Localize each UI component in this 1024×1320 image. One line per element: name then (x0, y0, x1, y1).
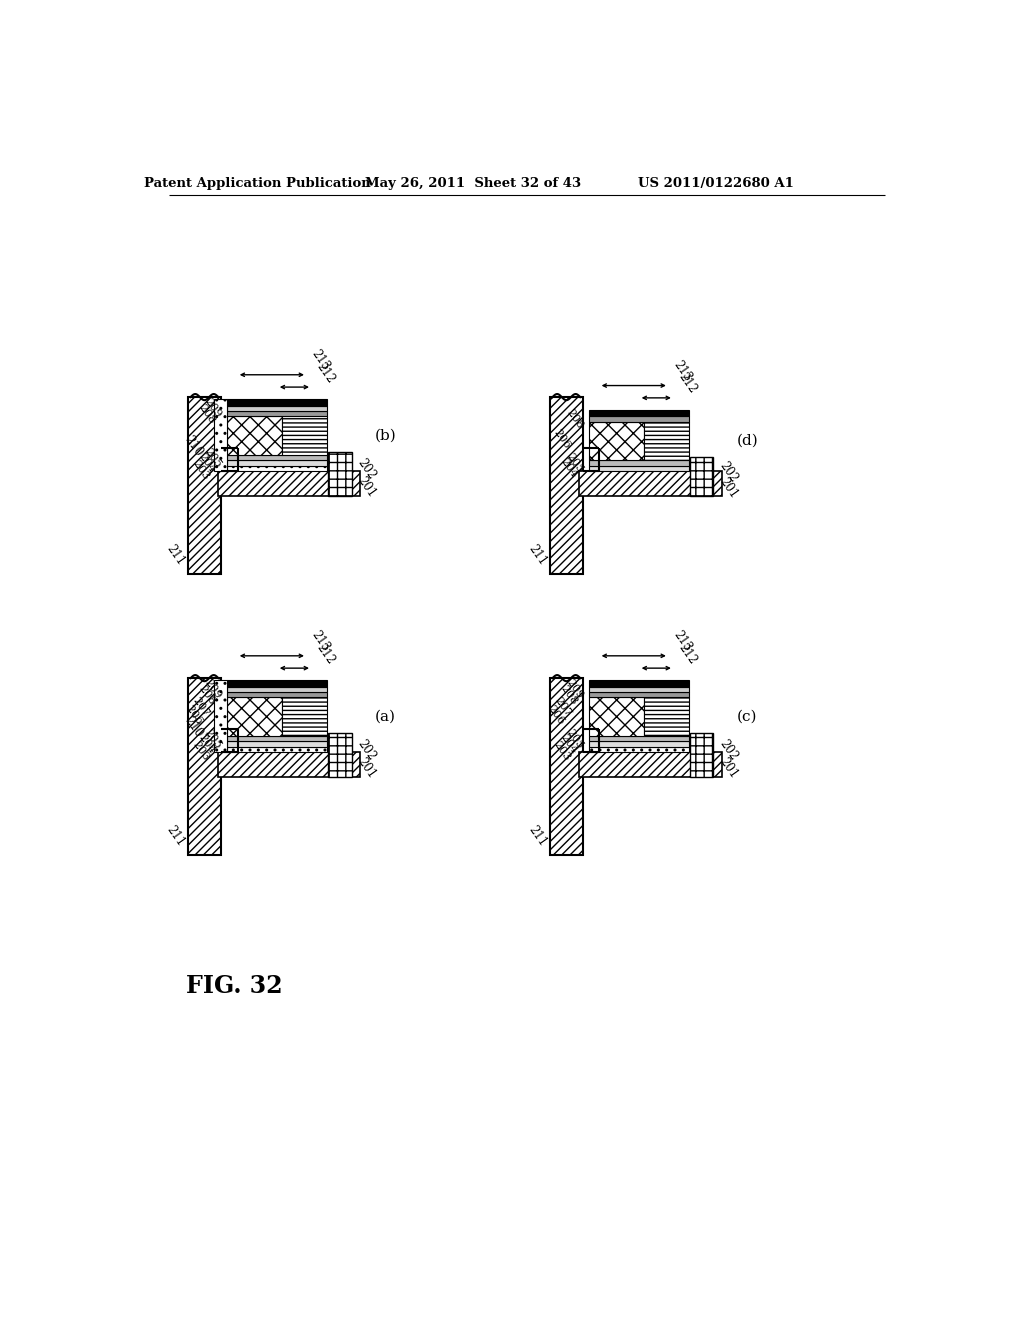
Text: 213: 213 (671, 358, 693, 384)
Text: 201: 201 (354, 474, 378, 500)
Bar (589, 692, 689, 697)
Text: 210: 210 (182, 433, 205, 459)
Bar (226, 686, 327, 692)
Text: US 2011/0122680 A1: US 2011/0122680 A1 (638, 177, 794, 190)
Bar (589, 686, 689, 692)
Text: 205: 205 (564, 727, 585, 750)
Bar (226, 681, 327, 686)
Bar (589, 466, 689, 471)
Text: 208: 208 (558, 682, 579, 706)
Bar (589, 737, 689, 742)
Text: 202: 202 (717, 738, 740, 763)
Bar (226, 697, 282, 737)
Bar (226, 400, 327, 405)
Bar (282, 697, 327, 737)
Bar (589, 742, 689, 747)
Text: 211: 211 (525, 543, 549, 568)
Bar (644, 697, 689, 737)
Bar (690, 457, 714, 496)
Bar (644, 422, 689, 461)
Text: 208: 208 (564, 408, 585, 430)
Bar (550, 397, 583, 574)
Bar (226, 737, 327, 742)
Bar (589, 461, 689, 466)
Bar (214, 681, 226, 752)
Bar (226, 466, 327, 471)
Text: 201: 201 (717, 755, 740, 780)
Text: 202: 202 (354, 738, 378, 763)
Bar (226, 405, 327, 411)
Bar (589, 411, 689, 416)
Bar (589, 697, 644, 737)
Text: (a): (a) (375, 709, 395, 723)
Text: 211: 211 (164, 543, 186, 568)
Text: 211: 211 (525, 824, 549, 849)
Text: 204: 204 (558, 457, 579, 480)
Text: May 26, 2011  Sheet 32 of 43: May 26, 2011 Sheet 32 of 43 (366, 177, 582, 190)
Text: 203: 203 (552, 739, 572, 763)
Bar (226, 747, 327, 752)
Text: 213: 213 (308, 628, 332, 655)
Text: Patent Application Publication: Patent Application Publication (144, 177, 371, 190)
Bar (580, 471, 722, 496)
Text: 212: 212 (676, 371, 698, 396)
Text: 207: 207 (190, 696, 211, 718)
Text: 209: 209 (564, 677, 585, 701)
Text: 205: 205 (564, 451, 585, 475)
Text: 210: 210 (182, 714, 205, 739)
Text: 204: 204 (197, 733, 217, 755)
Text: (d): (d) (736, 433, 759, 447)
Text: 208: 208 (197, 403, 217, 425)
Text: 212: 212 (313, 642, 337, 667)
Bar (226, 742, 327, 747)
Bar (214, 400, 226, 471)
Text: 201: 201 (717, 475, 740, 500)
Text: 206: 206 (546, 704, 566, 726)
Bar (690, 733, 714, 776)
Text: 211: 211 (164, 824, 186, 849)
Bar (217, 471, 360, 496)
Text: 207: 207 (552, 696, 572, 718)
Bar (580, 752, 722, 776)
Bar (329, 733, 351, 776)
Bar (329, 451, 351, 496)
Bar (188, 678, 220, 855)
Text: 209: 209 (203, 396, 223, 420)
Bar (217, 752, 360, 776)
Text: 213: 213 (671, 628, 693, 655)
Bar (226, 455, 327, 461)
Bar (282, 416, 327, 455)
Text: 201: 201 (354, 755, 378, 780)
Text: (b): (b) (375, 428, 396, 442)
Text: 203: 203 (190, 739, 211, 763)
Bar (226, 411, 327, 416)
Bar (188, 397, 220, 574)
Bar (589, 681, 689, 686)
Bar (226, 416, 282, 455)
Bar (589, 422, 644, 461)
Text: 212: 212 (313, 360, 337, 385)
Text: 204: 204 (558, 733, 579, 755)
Bar (589, 747, 689, 752)
Bar (226, 692, 327, 697)
Text: 212: 212 (676, 642, 698, 667)
Text: 213: 213 (308, 347, 332, 374)
Text: 209: 209 (203, 677, 223, 701)
Text: 205: 205 (203, 727, 223, 750)
Text: 206: 206 (184, 704, 205, 726)
Bar (226, 461, 327, 466)
Text: 206: 206 (552, 428, 572, 450)
Text: 208: 208 (197, 682, 217, 706)
Text: 205: 205 (203, 446, 223, 469)
Text: FIG. 32: FIG. 32 (186, 974, 283, 998)
Text: 204: 204 (197, 451, 217, 475)
Text: (c): (c) (736, 709, 757, 723)
Text: 202: 202 (354, 457, 378, 482)
Text: 202: 202 (717, 459, 740, 486)
Bar (550, 678, 583, 855)
Text: 203: 203 (190, 458, 211, 482)
Bar (589, 416, 689, 422)
